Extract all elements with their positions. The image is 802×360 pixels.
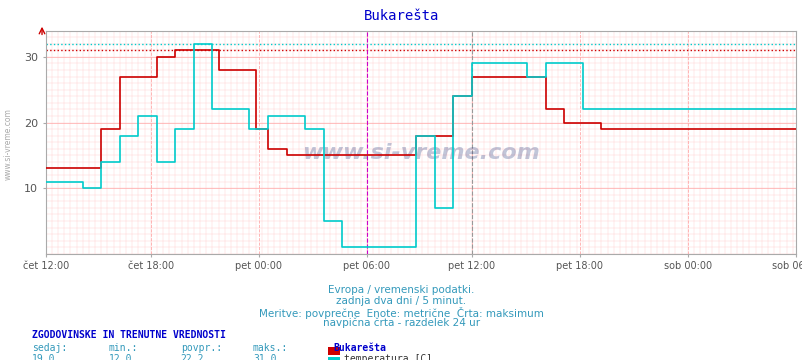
Text: zadnja dva dni / 5 minut.: zadnja dva dni / 5 minut. [336,296,466,306]
Text: ZGODOVINSKE IN TRENUTNE VREDNOSTI: ZGODOVINSKE IN TRENUTNE VREDNOSTI [32,330,225,341]
Text: Meritve: povprečne  Enote: metrične  Črta: maksimum: Meritve: povprečne Enote: metrične Črta:… [259,307,543,319]
Text: Bukarešta: Bukarešta [333,343,386,353]
Text: temperatura [C]: temperatura [C] [343,354,431,360]
Text: 22,2: 22,2 [180,354,204,360]
Text: www.si-vreme.com: www.si-vreme.com [302,143,539,163]
Text: maks.:: maks.: [253,343,288,353]
Text: 19,0: 19,0 [32,354,55,360]
Text: navpična črta - razdelek 24 ur: navpična črta - razdelek 24 ur [322,318,480,328]
Text: 12,0: 12,0 [108,354,132,360]
Text: 31,0: 31,0 [253,354,276,360]
Text: www.si-vreme.com: www.si-vreme.com [3,108,13,180]
Text: Evropa / vremenski podatki.: Evropa / vremenski podatki. [328,285,474,295]
Text: Bukarešta: Bukarešta [363,9,439,23]
Text: min.:: min.: [108,343,138,353]
Text: povpr.:: povpr.: [180,343,221,353]
Text: sedaj:: sedaj: [32,343,67,353]
